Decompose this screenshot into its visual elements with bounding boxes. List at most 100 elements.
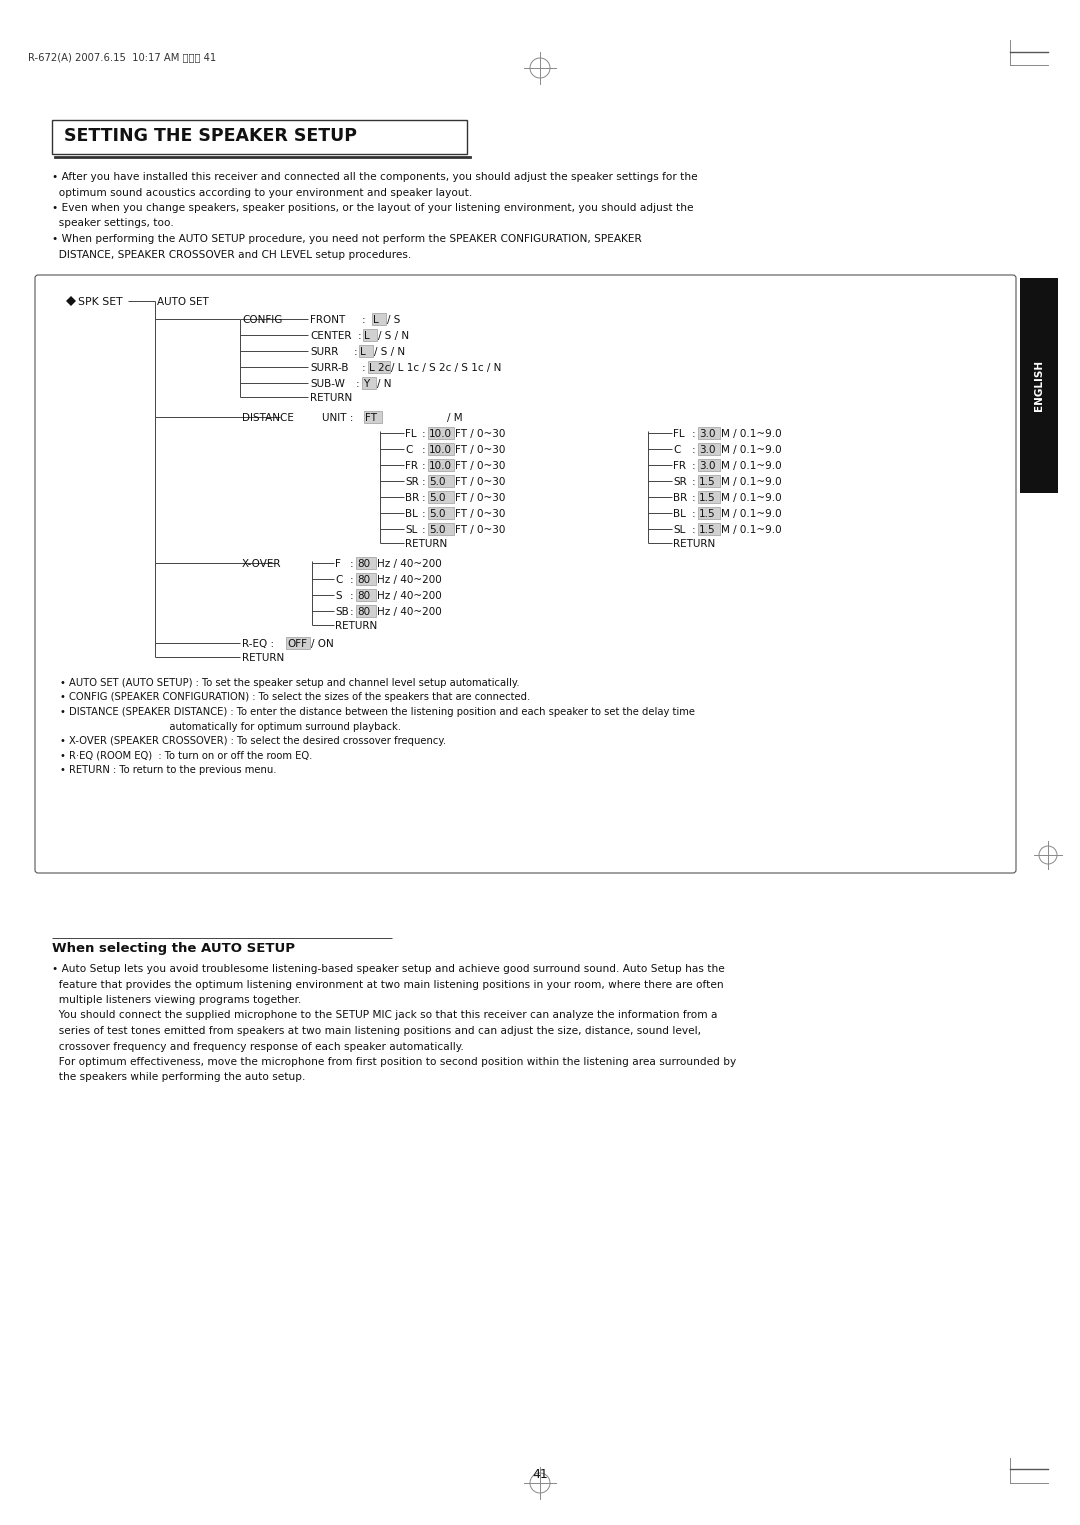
- Text: • Even when you change speakers, speaker positions, or the layout of your listen: • Even when you change speakers, speaker…: [52, 203, 693, 214]
- Text: FL: FL: [673, 429, 685, 439]
- Text: 80: 80: [357, 560, 370, 569]
- Text: BR: BR: [405, 493, 419, 503]
- Text: C: C: [405, 445, 413, 454]
- Bar: [698, 459, 720, 471]
- Text: multiple listeners viewing programs together.: multiple listeners viewing programs toge…: [52, 994, 301, 1005]
- Text: 3.0: 3.0: [699, 429, 715, 439]
- Bar: [698, 474, 720, 486]
- Text: FT / 0~30: FT / 0~30: [455, 445, 505, 454]
- Text: :: :: [692, 493, 696, 503]
- Text: You should connect the supplied microphone to the SETUP MIC jack so that this re: You should connect the supplied micropho…: [52, 1011, 717, 1020]
- Text: 80: 80: [357, 607, 370, 618]
- Bar: [698, 491, 720, 503]
- Text: :: :: [422, 525, 426, 535]
- Text: Hz / 40~200: Hz / 40~200: [377, 592, 442, 601]
- Bar: [1020, 278, 1058, 493]
- Text: CENTER: CENTER: [310, 331, 351, 342]
- Bar: [286, 637, 310, 650]
- Text: • CONFIG (SPEAKER CONFIGURATION) : To select the sizes of the speakers that are : • CONFIG (SPEAKER CONFIGURATION) : To se…: [60, 692, 530, 703]
- Text: :: :: [422, 493, 426, 503]
- Text: :: :: [422, 461, 426, 471]
- Text: :: :: [692, 461, 696, 471]
- Text: For optimum effectiveness, move the microphone from first position to second pos: For optimum effectiveness, move the micr…: [52, 1057, 737, 1067]
- Text: L: L: [364, 331, 369, 342]
- FancyBboxPatch shape: [35, 274, 1016, 872]
- Text: S: S: [335, 592, 341, 601]
- Text: • After you have installed this receiver and connected all the components, you s: • After you have installed this receiver…: [52, 172, 698, 181]
- Text: FR: FR: [673, 461, 686, 471]
- Text: RETURN: RETURN: [310, 393, 352, 403]
- Text: 1.5: 1.5: [699, 493, 716, 503]
- Text: R-EQ :: R-EQ :: [242, 639, 278, 650]
- Text: M / 0.1~9.0: M / 0.1~9.0: [721, 493, 782, 503]
- Text: AUTO SET: AUTO SET: [157, 297, 208, 307]
- Text: / L 1c / S 2c / S 1c / N: / L 1c / S 2c / S 1c / N: [391, 363, 501, 374]
- Text: • DISTANCE (SPEAKER DISTANCE) : To enter the distance between the listening posi: • DISTANCE (SPEAKER DISTANCE) : To enter…: [60, 708, 696, 717]
- Text: BL: BL: [405, 509, 418, 518]
- Text: C: C: [673, 445, 680, 454]
- Text: / N: / N: [377, 380, 391, 389]
- Text: FT / 0~30: FT / 0~30: [455, 429, 505, 439]
- Text: RETURN: RETURN: [335, 621, 377, 631]
- Text: :: :: [350, 607, 353, 618]
- Text: SURR-B: SURR-B: [310, 363, 349, 374]
- Text: RETURN: RETURN: [405, 538, 447, 549]
- Text: SURR: SURR: [310, 348, 338, 357]
- Text: SR: SR: [405, 477, 419, 486]
- Text: :: :: [692, 509, 696, 518]
- Bar: [368, 361, 390, 374]
- Text: Hz / 40~200: Hz / 40~200: [377, 560, 442, 569]
- Bar: [428, 491, 454, 503]
- Text: 80: 80: [357, 575, 370, 586]
- Text: M / 0.1~9.0: M / 0.1~9.0: [721, 509, 782, 518]
- Text: FL: FL: [405, 429, 417, 439]
- Bar: [428, 474, 454, 486]
- Bar: [698, 427, 720, 439]
- Text: OFF: OFF: [287, 639, 307, 650]
- Text: SUB-W: SUB-W: [310, 380, 345, 389]
- Text: :: :: [692, 429, 696, 439]
- Text: DISTANCE: DISTANCE: [242, 413, 294, 422]
- Text: :: :: [362, 363, 366, 374]
- Bar: [428, 523, 454, 535]
- Text: 3.0: 3.0: [699, 445, 715, 454]
- Text: automatically for optimum surround playback.: automatically for optimum surround playb…: [60, 721, 401, 732]
- Text: / ON: / ON: [311, 639, 334, 650]
- Text: :: :: [350, 592, 353, 601]
- Text: 5.0: 5.0: [429, 509, 446, 518]
- Text: speaker settings, too.: speaker settings, too.: [52, 218, 174, 229]
- Bar: [356, 557, 376, 569]
- Text: • Auto Setup lets you avoid troublesome listening-based speaker setup and achiev: • Auto Setup lets you avoid troublesome …: [52, 964, 725, 974]
- Text: • R·EQ (ROOM EQ)  : To turn on or off the room EQ.: • R·EQ (ROOM EQ) : To turn on or off the…: [60, 750, 312, 761]
- Text: / M: / M: [447, 413, 462, 422]
- Bar: [698, 506, 720, 518]
- Text: UNIT :: UNIT :: [322, 413, 356, 422]
- Text: F: F: [335, 560, 341, 569]
- Text: optimum sound acoustics according to your environment and speaker layout.: optimum sound acoustics according to you…: [52, 188, 472, 198]
- Text: • When performing the AUTO SETUP procedure, you need not perform the SPEAKER CON: • When performing the AUTO SETUP procedu…: [52, 233, 642, 244]
- Text: BR: BR: [673, 493, 687, 503]
- Text: SPK SET: SPK SET: [78, 297, 123, 307]
- Text: C: C: [335, 575, 342, 586]
- Text: FT / 0~30: FT / 0~30: [455, 461, 505, 471]
- Text: Hz / 40~200: Hz / 40~200: [377, 575, 442, 586]
- Text: M / 0.1~9.0: M / 0.1~9.0: [721, 429, 782, 439]
- Text: M / 0.1~9.0: M / 0.1~9.0: [721, 525, 782, 535]
- Bar: [356, 589, 376, 601]
- Text: :: :: [356, 380, 360, 389]
- Polygon shape: [66, 296, 76, 307]
- Text: M / 0.1~9.0: M / 0.1~9.0: [721, 461, 782, 471]
- Text: • X-OVER (SPEAKER CROSSOVER) : To select the desired crossover frequency.: • X-OVER (SPEAKER CROSSOVER) : To select…: [60, 737, 446, 746]
- Text: FT / 0~30: FT / 0~30: [455, 525, 505, 535]
- Text: 41: 41: [532, 1469, 548, 1481]
- Text: FRONT: FRONT: [310, 316, 346, 325]
- Text: / S / N: / S / N: [378, 331, 409, 342]
- Text: FT / 0~30: FT / 0~30: [455, 493, 505, 503]
- Text: :: :: [692, 525, 696, 535]
- Text: :: :: [422, 445, 426, 454]
- Text: RETURN: RETURN: [242, 653, 284, 663]
- Bar: [372, 313, 386, 325]
- Text: crossover frequency and frequency response of each speaker automatically.: crossover frequency and frequency respon…: [52, 1042, 464, 1052]
- Text: FR: FR: [405, 461, 418, 471]
- Text: FT / 0~30: FT / 0~30: [455, 509, 505, 518]
